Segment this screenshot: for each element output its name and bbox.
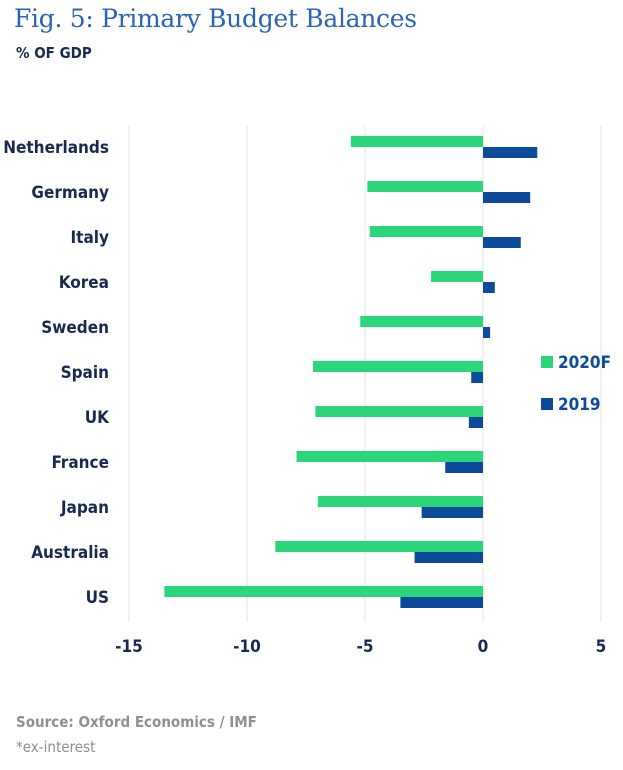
category-label: Korea <box>59 273 109 293</box>
legend-swatch-2019 <box>541 398 553 410</box>
category-label: Australia <box>31 543 109 563</box>
bar-2019-netherlands <box>483 147 538 158</box>
x-tick-label: 5 <box>596 637 607 657</box>
category-label: Sweden <box>41 318 109 338</box>
bar-2020f-italy <box>369 226 483 237</box>
bar-2020f-us <box>164 586 483 597</box>
category-label: Netherlands <box>3 138 109 158</box>
bar-2020f-netherlands <box>350 136 483 147</box>
x-tick-label: -5 <box>357 637 374 657</box>
legend-label-2020f: 2020F <box>558 353 611 373</box>
footnote: *ex-interest <box>16 738 96 756</box>
legend-label-2019: 2019 <box>558 395 601 415</box>
bar-2019-spain <box>471 372 483 383</box>
bar-2019-australia <box>414 552 483 563</box>
bar-2020f-australia <box>275 541 483 552</box>
bar-2019-sweden <box>483 327 491 338</box>
bar-2020f-sweden <box>360 316 483 327</box>
bar-2020f-germany <box>367 181 483 192</box>
bar-2019-uk <box>468 417 483 428</box>
chart-title: Fig. 5: Primary Budget Balances <box>14 4 417 33</box>
category-label: Spain <box>61 363 109 383</box>
category-label: Italy <box>70 228 109 248</box>
category-label: US <box>86 588 109 608</box>
bar-chart: Netherlands Germany Italy Korea Sweden Spain U… <box>3 126 611 657</box>
chart-subtitle: % OF GDP <box>16 44 92 62</box>
category-label: Japan <box>60 498 109 518</box>
legend-swatch-2020f <box>541 356 553 368</box>
category-label: France <box>51 453 109 473</box>
bar-2019-france <box>445 462 483 473</box>
bar-2020f-france <box>296 451 483 462</box>
bar-2020f-japan <box>317 496 483 507</box>
x-tick-label: -10 <box>233 637 261 657</box>
x-tick-label: 0 <box>478 637 489 657</box>
category-label: Germany <box>31 183 109 203</box>
bar-2019-italy <box>483 237 521 248</box>
bar-2019-us <box>400 597 483 608</box>
bar-2019-germany <box>483 192 531 203</box>
source-note: Source: Oxford Economics / IMF <box>16 713 257 731</box>
bar-2019-japan <box>421 507 483 518</box>
bar-2020f-korea <box>431 271 483 282</box>
category-label: UK <box>85 408 110 428</box>
bar-2020f-uk <box>315 406 483 417</box>
x-tick-label: -15 <box>115 637 143 657</box>
bar-2019-korea <box>483 282 495 293</box>
bar-2020f-spain <box>313 361 483 372</box>
